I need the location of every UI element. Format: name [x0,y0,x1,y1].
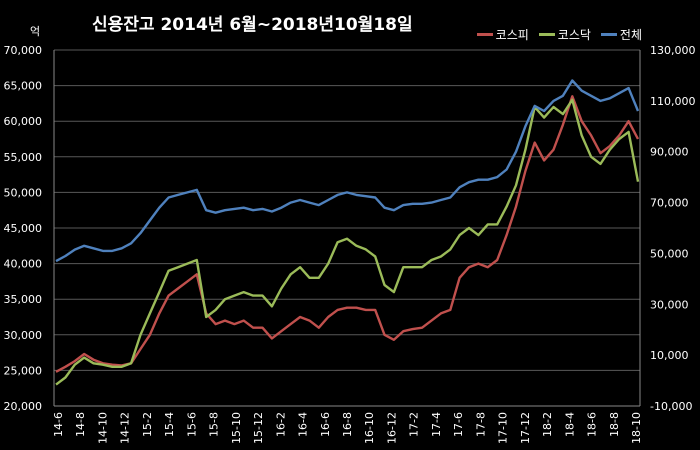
x-tick-label: 18-2 [541,412,554,437]
x-tick-label: 16-4 [297,412,310,437]
legend-label-kospi: 코스피 [495,28,529,42]
legend-label-kosdaq: 코스닥 [557,28,591,42]
series-lines [55,79,640,386]
x-tick-label: 17-4 [430,412,443,437]
left-tick-label: 65,000 [4,80,43,93]
legend-swatch-kospi [476,33,493,36]
left-axis-unit: 억 [30,25,41,38]
legend-item-total: 전체 [600,26,642,43]
left-tick-label: 55,000 [4,151,43,164]
left-tick-label: 40,000 [4,258,43,271]
left-tick-label: 35,000 [4,293,43,306]
right-tick-label: 90,000 [650,146,689,159]
x-tick-label: 14-12 [119,412,132,444]
legend-label-total: 전체 [619,28,642,42]
right-tick-label: 130,000 [650,44,696,57]
x-tick-label: 16-6 [319,412,332,437]
x-tick-label: 18-4 [563,412,576,437]
chart-title: 신용잔고 2014년 6월~2018년10월18일 [92,15,413,35]
x-tick-label: 18-6 [586,412,599,437]
x-tick-label: 16-10 [363,412,376,444]
left-tick-label: 50,000 [4,186,43,199]
left-tick-label: 25,000 [4,364,43,377]
left-tick-label: 45,000 [4,222,43,235]
right-tick-label: 30,000 [650,298,689,311]
x-tick-label: 16-8 [341,412,354,437]
x-tick-label: 17-12 [519,412,532,444]
x-tick-label: 17-10 [497,412,510,444]
right-tick-label: 50,000 [650,247,689,260]
series-line-kospi [55,95,640,373]
left-tick-label: 70,000 [4,44,43,57]
x-tick-label: 18-8 [608,412,621,437]
right-tick-label: -10,000 [650,400,692,413]
legend: 코스피 코스닥 전체 [476,26,642,43]
x-tick-label: 15-4 [163,412,176,437]
x-tick-label: 14-6 [52,412,65,437]
left-tick-label: 60,000 [4,115,43,128]
x-axis-ticks: 14-6 14-8 14-10 14-12 15-2 15-4 15-6 15-8 15-10 1… [52,412,643,444]
legend-item-kospi: 코스피 [476,26,529,43]
left-axis-ticks: 20,000 25,000 30,000 35,000 40,000 45,000 50,0… [4,44,43,413]
gridlines [53,49,641,407]
left-tick-label: 30,000 [4,329,43,342]
x-tick-label: 15-2 [141,412,154,437]
series-line-kosdaq [55,98,640,386]
right-tick-label: 10,000 [650,349,689,362]
x-tick-label: 15-12 [252,412,265,444]
right-axis-ticks: -10,000 10,000 30,000 50,000 70,000 90,000 110… [650,44,696,413]
right-tick-label: 70,000 [650,197,689,210]
left-tick-label: 20,000 [4,400,43,413]
x-tick-label: 16-12 [385,412,398,444]
x-tick-label: 17-6 [452,412,465,437]
series-line-total [55,79,640,263]
x-tick-label: 15-10 [230,412,243,444]
x-tick-label: 15-8 [208,412,221,437]
x-tick-label: 17-8 [474,412,487,437]
legend-swatch-kosdaq [538,33,555,36]
x-tick-label: 15-6 [185,412,198,437]
legend-swatch-total [600,33,617,36]
x-tick-label: 16-2 [274,412,287,437]
x-tick-label: 18-10 [630,412,643,444]
x-tick-label: 17-2 [408,412,421,437]
right-tick-label: 110,000 [650,95,696,108]
x-tick-label: 14-10 [96,412,109,444]
legend-item-kosdaq: 코스닥 [538,26,591,43]
x-tick-label: 14-8 [74,412,87,437]
